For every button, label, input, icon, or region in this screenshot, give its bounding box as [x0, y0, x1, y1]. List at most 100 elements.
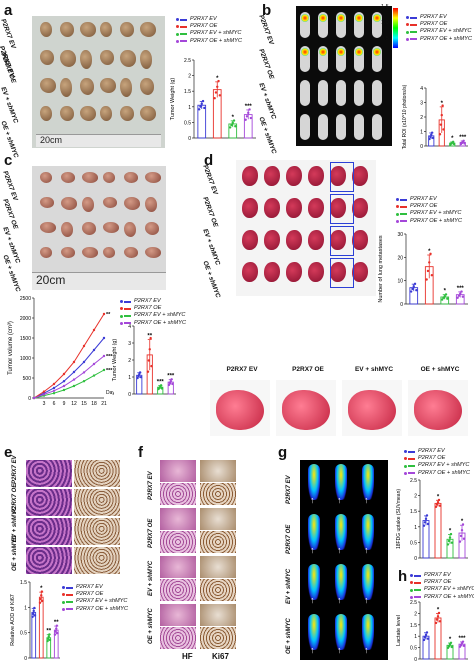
ruler: 20cm	[32, 272, 166, 290]
significance-mark: ***	[457, 286, 465, 292]
legend-marker	[62, 607, 65, 611]
legend-label: P2RX7 EV	[424, 572, 451, 578]
panel-g-pet-photo: ↑ ↑ ↑ ↑ ↑ ↑ ↑ ↑ ↑ ↑ ↑ ↑	[300, 460, 388, 660]
legend-item: P2RX7 EV + shMYC	[62, 598, 128, 605]
signal-spot	[337, 48, 345, 56]
legend-line	[414, 596, 421, 599]
data-point	[149, 336, 152, 340]
data-point	[169, 379, 172, 383]
legend-marker	[62, 593, 65, 597]
panel-e-label: e	[4, 444, 13, 461]
legend-marker	[396, 198, 399, 202]
legend-line	[414, 589, 421, 591]
panel-b-label: b	[262, 2, 272, 19]
data-point	[451, 140, 455, 144]
ruler: 20cm	[36, 134, 161, 147]
data-point	[136, 376, 139, 380]
lung	[330, 166, 346, 186]
data-point	[426, 637, 430, 640]
data-point	[160, 387, 164, 390]
row-label: P2RX7 EV	[257, 14, 275, 46]
tumor	[82, 197, 94, 212]
lung-caption: EV + shMYC	[354, 366, 394, 373]
y-tick-label: 30	[397, 232, 403, 238]
data-point	[444, 293, 448, 296]
y-axis-label: Lactate level	[396, 615, 402, 646]
panel-a-label: a	[4, 2, 13, 19]
data-point	[33, 614, 37, 617]
series-point	[72, 384, 76, 388]
data-point	[409, 290, 413, 293]
legend-item: P2RX7 OE	[176, 23, 242, 30]
y-tick-label: 0.5	[20, 631, 27, 637]
panel-h-legend: P2RX7 EV P2RX7 OE P2RX7 EV + shMYC P2RX7 OE…	[410, 572, 474, 601]
legend-label: P2RX7 EV	[418, 448, 445, 454]
pet-mouse	[335, 464, 347, 500]
row-label: P2RX7 OE	[286, 524, 292, 554]
legend-line	[400, 205, 407, 208]
legend-label: P2RX7 EV	[410, 196, 437, 202]
significance-mark: *	[428, 249, 431, 255]
signal-spot	[301, 14, 309, 22]
data-point	[431, 136, 435, 140]
data-point	[415, 289, 418, 292]
significance-mark: **	[46, 629, 51, 635]
data-point	[55, 627, 58, 630]
data-point	[217, 79, 220, 83]
significance-mark: *	[216, 76, 219, 82]
data-point	[424, 633, 428, 637]
data-point	[430, 133, 433, 136]
tumor	[80, 22, 96, 37]
panel-a-legend: P2RX7 EV P2RX7 OE P2RX7 EV + shMYC P2RX7 OE…	[176, 16, 242, 45]
data-point	[426, 269, 430, 273]
tumor	[140, 22, 156, 37]
pet-mouse	[362, 614, 374, 650]
y-tick-label: 2000	[20, 316, 31, 322]
tumor	[140, 78, 154, 95]
data-point	[150, 364, 153, 368]
mouse	[318, 12, 328, 38]
y-tick-label: 1	[414, 634, 417, 640]
data-point	[448, 536, 452, 539]
ki67-zoom-image	[200, 531, 236, 553]
y-tick-label: 2.5	[410, 600, 417, 606]
data-point	[459, 292, 462, 295]
lung	[308, 262, 324, 282]
legend-marker	[62, 586, 65, 590]
data-point	[450, 645, 454, 649]
row-label: EV + shMYC	[257, 82, 278, 121]
data-point	[443, 294, 446, 298]
tumor	[145, 197, 157, 212]
data-point	[438, 504, 442, 507]
data-point	[462, 644, 466, 648]
legend-item: P2RX7 EV + shMYC	[404, 462, 470, 469]
panel-b-bioluminescence-photo	[296, 6, 392, 146]
series-point	[82, 344, 86, 348]
arrow-up-icon: ↑	[310, 645, 315, 655]
series-point	[52, 392, 56, 395]
lung-closeup	[414, 390, 462, 430]
legend-label: P2RX7 EV	[134, 298, 161, 304]
x-tick-label: 9	[63, 401, 66, 407]
data-point	[54, 630, 57, 633]
mouse	[372, 114, 382, 140]
tumor	[61, 222, 73, 237]
data-point	[55, 624, 59, 627]
panel-c-label: c	[4, 152, 13, 169]
tumor	[40, 50, 54, 65]
tumor	[60, 22, 74, 37]
series-point	[62, 372, 66, 376]
lung	[330, 198, 346, 218]
data-point	[214, 91, 218, 94]
legend-line	[66, 601, 73, 603]
he-overview-image	[160, 460, 196, 482]
series-line	[33, 337, 105, 399]
data-point	[447, 539, 451, 543]
legend-line	[180, 33, 187, 35]
legend-item: P2RX7 EV + shMYC	[176, 30, 242, 37]
tumor	[80, 50, 92, 69]
legend-marker	[396, 219, 399, 223]
tumor	[145, 172, 161, 183]
legend-label: P2RX7 OE + shMYC	[134, 319, 187, 326]
